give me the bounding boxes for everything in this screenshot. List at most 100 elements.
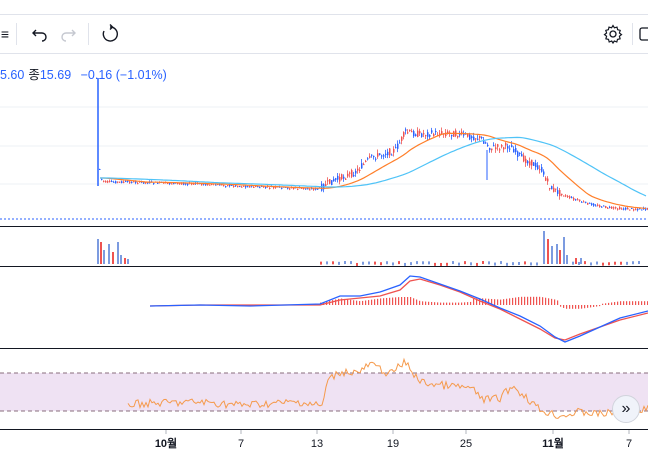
macd-histogram-bar — [548, 298, 550, 305]
rsi-pane — [127, 357, 648, 419]
macd-histogram-bar — [584, 305, 586, 309]
volume-bar — [368, 261, 370, 265]
candle-body — [509, 148, 511, 150]
macd-histogram-bar — [344, 298, 346, 305]
macd-histogram-bar — [545, 297, 547, 305]
macd-histogram-bar — [518, 297, 520, 305]
candle-body — [391, 154, 393, 156]
candle-body — [365, 160, 367, 162]
macd-histogram-bar — [560, 305, 562, 307]
candle-body — [561, 193, 563, 196]
candle-body — [409, 129, 411, 132]
candle-body — [181, 183, 183, 185]
candle-body — [569, 196, 571, 198]
candle-body — [243, 185, 245, 187]
candle-body — [303, 188, 305, 190]
candle-body — [511, 145, 513, 148]
macd-histogram-bar — [557, 300, 559, 305]
redo-icon[interactable] — [56, 15, 80, 53]
candle-body — [351, 170, 353, 177]
macd-histogram-bar — [581, 305, 583, 309]
candle-body — [555, 188, 557, 190]
volume-bar — [108, 244, 110, 264]
time-axis-label: 19 — [387, 438, 399, 450]
macd-histogram-bar — [638, 301, 640, 305]
candle-body — [349, 172, 351, 174]
macd-histogram-bar — [437, 302, 439, 305]
candle-body — [111, 181, 113, 183]
screenshot-icon[interactable] — [638, 15, 648, 53]
candle-body — [183, 183, 185, 185]
candle-body — [423, 133, 425, 135]
volume-bar — [470, 262, 472, 266]
candle-body — [125, 181, 127, 183]
candle-body — [173, 182, 175, 185]
macd-histogram-bar — [353, 300, 355, 305]
volume-bar — [332, 261, 334, 265]
volume-bar — [566, 255, 568, 264]
macd-histogram-bar — [428, 301, 430, 305]
macd-histogram-bar — [446, 302, 448, 305]
macd-histogram-bar — [563, 305, 565, 308]
candle-body — [545, 177, 547, 181]
macd-histogram-bar — [389, 297, 391, 305]
candle-body — [345, 178, 347, 180]
candle-body — [389, 148, 391, 156]
volume-bar — [410, 262, 412, 266]
reset-icon[interactable] — [98, 15, 122, 53]
macd-histogram-bar — [347, 299, 349, 305]
candle-body — [425, 135, 427, 137]
candle-body — [599, 205, 601, 207]
candle-body — [435, 130, 437, 133]
volume-bar — [488, 261, 490, 265]
candle-body — [627, 208, 629, 210]
candle-body — [543, 171, 545, 175]
candle-body — [331, 180, 333, 186]
time-axis-label: 11월 — [542, 436, 564, 450]
candle-body — [415, 134, 417, 136]
candle-body — [355, 170, 357, 174]
macd-histogram-bar — [479, 298, 481, 305]
volume-bar — [547, 239, 549, 264]
candle-body — [387, 151, 389, 156]
candle-body — [185, 183, 187, 185]
candle-body — [565, 195, 567, 197]
candle-body — [601, 206, 603, 208]
candle-body — [587, 202, 589, 205]
candle-body — [639, 208, 641, 210]
candle-body — [559, 190, 561, 197]
candle-body — [395, 147, 397, 149]
undo-icon[interactable] — [28, 15, 52, 53]
ma-slow-line — [100, 136, 647, 197]
macd-histogram-bar — [599, 305, 601, 307]
candle-body — [597, 204, 599, 206]
volume-bar — [362, 261, 364, 265]
candle-body — [557, 190, 559, 194]
macd-histogram-bar — [407, 297, 409, 305]
macd-histogram-bar — [410, 297, 412, 305]
candle-body — [147, 182, 149, 184]
macd-histogram-bar — [422, 301, 424, 305]
settings-gear-icon[interactable] — [600, 15, 626, 53]
candle-body — [269, 187, 271, 189]
candle-body — [293, 187, 295, 189]
candle-body — [477, 138, 479, 140]
volume-bar — [464, 261, 466, 265]
candle-body — [339, 177, 341, 182]
time-axis-label: 13 — [311, 438, 323, 450]
macd-histogram-bar — [539, 296, 541, 305]
candle-body — [369, 156, 371, 158]
macd-histogram-bar — [620, 301, 622, 305]
macd-histogram-bar — [398, 297, 400, 305]
menu-icon[interactable]: ≡ — [0, 15, 10, 53]
volume-bar — [524, 261, 526, 265]
candle-body — [375, 158, 377, 160]
volume-bar — [434, 262, 436, 266]
macd-histogram-bar — [392, 297, 394, 305]
candle-body — [417, 130, 419, 137]
candle-body — [307, 188, 309, 190]
candle-body — [541, 167, 543, 172]
macd-histogram-bar — [473, 298, 475, 305]
scroll-to-realtime-button[interactable]: » — [612, 395, 640, 423]
